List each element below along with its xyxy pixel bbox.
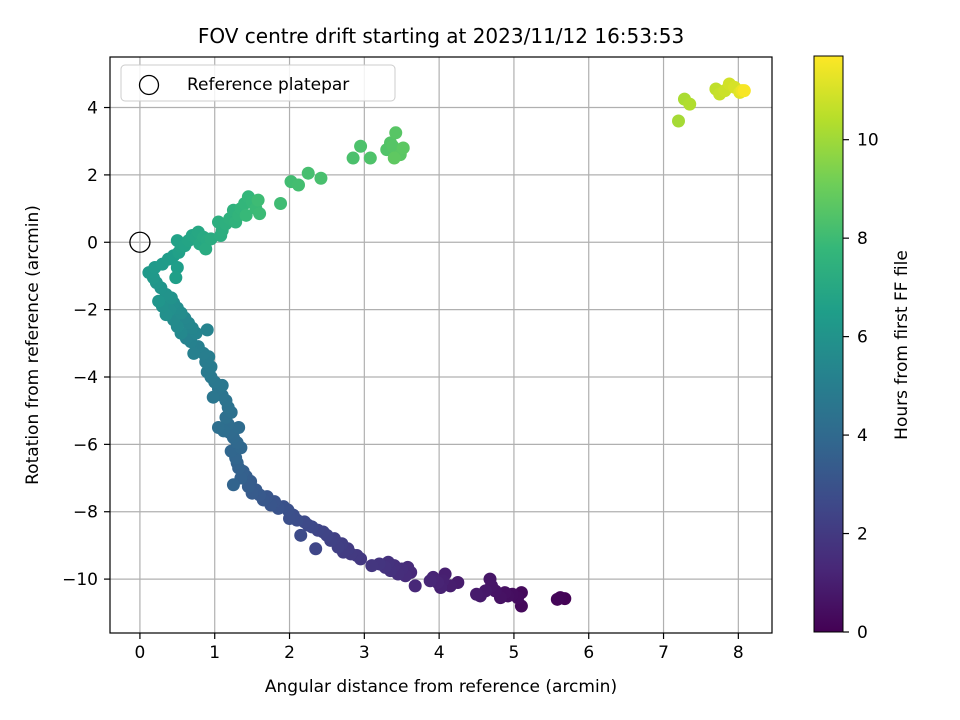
legend: Reference platepar (120, 64, 396, 102)
data-point (226, 478, 240, 492)
data-point (386, 139, 400, 153)
x-tick-label: 4 (434, 643, 445, 663)
y-tick-label: −4 (73, 368, 98, 388)
y-axis-label: Rotation from reference (arcmin) (23, 205, 43, 485)
y-axis-ticks: −10 −8 −6 −4 −2 0 2 4 (62, 99, 110, 590)
plot-frame (109, 56, 773, 634)
chart-title: FOV centre drift starting at 2023/11/12 … (198, 24, 684, 48)
data-point (387, 151, 401, 165)
data-point (187, 346, 201, 360)
data-point (239, 208, 253, 222)
x-tick-label: 0 (135, 643, 146, 663)
x-axis-ticks: 0 1 2 3 4 5 6 7 8 (135, 633, 744, 663)
data-point (211, 421, 225, 435)
colorbar-tick-label: 6 (857, 328, 868, 348)
data-point (346, 151, 360, 165)
y-tick-label: −6 (73, 435, 98, 455)
x-tick-label: 3 (359, 643, 370, 663)
y-tick-label: −8 (73, 503, 98, 523)
data-point (550, 592, 564, 606)
data-point (294, 528, 308, 542)
data-point (363, 151, 377, 165)
data-point (274, 197, 288, 211)
data-point (241, 479, 255, 493)
colorbar-tick-label: 2 (857, 525, 868, 545)
x-axis-label: Angular distance from reference (arcmin) (265, 677, 617, 697)
data-point (200, 323, 214, 337)
data-point (169, 271, 183, 285)
data-point (251, 193, 265, 207)
x-tick-label: 5 (509, 643, 520, 663)
colorbar-tick-label: 8 (857, 229, 868, 249)
data-point (671, 114, 685, 128)
colorbar-tick-label: 0 (857, 623, 868, 643)
y-tick-label: 2 (87, 166, 98, 186)
colorbar-label: Hours from first FF file (892, 250, 912, 440)
data-point (301, 166, 315, 180)
x-tick-label: 6 (583, 643, 594, 663)
x-tick-label: 8 (733, 643, 744, 663)
y-tick-label: 4 (87, 99, 98, 119)
data-point (253, 207, 267, 221)
data-point (170, 261, 184, 275)
data-point (483, 572, 497, 586)
colorbar-ticks: 0 2 4 6 8 10 (843, 131, 879, 643)
data-point (365, 559, 379, 573)
legend-label-reference-platepar: Reference platepar (187, 75, 349, 95)
data-point (309, 542, 323, 556)
data-point (396, 141, 410, 155)
data-point (314, 171, 328, 185)
data-point (292, 178, 306, 192)
colorbar (814, 56, 843, 632)
scatter-points (142, 77, 751, 613)
data-point (152, 294, 166, 308)
data-point (206, 390, 220, 404)
legend-box (120, 64, 396, 102)
reference-platepar-marker (129, 231, 151, 253)
reference-marker-group (129, 231, 151, 253)
y-tick-label: 0 (87, 233, 98, 253)
y-tick-label: −2 (73, 301, 98, 321)
colorbar-tick-label: 10 (857, 131, 879, 151)
data-point (389, 126, 403, 140)
colorbar-tick-label: 4 (857, 426, 868, 446)
data-point (408, 579, 422, 593)
colorbar-frame (813, 55, 844, 633)
data-point (737, 84, 751, 98)
data-point (199, 242, 213, 256)
data-point (232, 421, 246, 435)
data-point (354, 139, 368, 153)
x-tick-label: 1 (209, 643, 220, 663)
x-tick-label: 7 (658, 643, 669, 663)
y-tick-label: −10 (62, 570, 98, 590)
data-point (470, 587, 484, 601)
x-tick-label: 2 (284, 643, 295, 663)
legend-open-circle-icon (138, 74, 160, 96)
data-point (423, 574, 437, 588)
data-point (683, 97, 697, 111)
